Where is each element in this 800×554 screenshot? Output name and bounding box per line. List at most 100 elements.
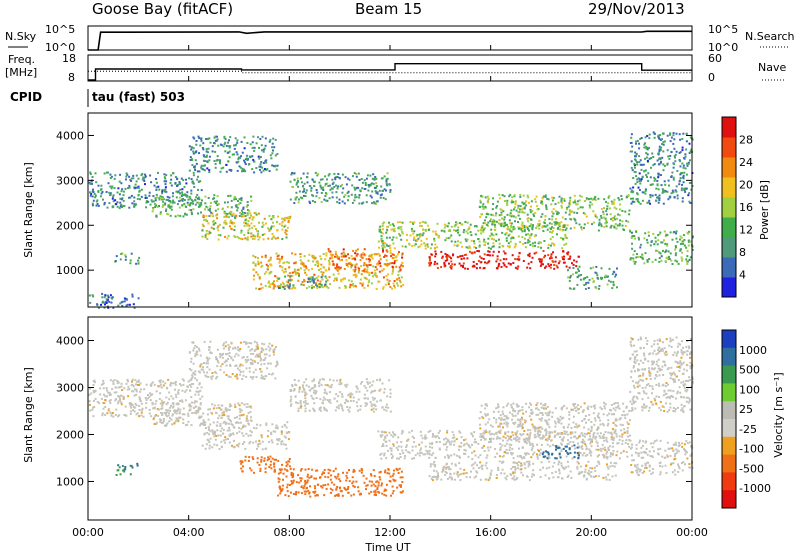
- power-cell: [161, 192, 164, 195]
- power-cell: [231, 214, 234, 217]
- power-cell: [388, 221, 390, 224]
- power-cell: [681, 197, 684, 200]
- power-cell: [492, 245, 495, 248]
- power-cell: [480, 232, 483, 235]
- power-cell: [396, 221, 399, 224]
- velocity-cell: [239, 341, 242, 344]
- power-cell: [291, 252, 294, 255]
- power-cell: [597, 277, 600, 280]
- power-cell: [159, 195, 162, 198]
- velocity-cell: [268, 440, 271, 443]
- power-cell: [370, 196, 373, 199]
- power-cell: [631, 169, 634, 172]
- power-cell: [365, 258, 368, 261]
- velocity-cell: [349, 400, 352, 402]
- velocity-cell: [424, 437, 427, 440]
- power-cell: [337, 272, 340, 275]
- velocity-cell: [109, 379, 112, 382]
- velocity-cell: [112, 415, 115, 418]
- velocity-cell: [159, 383, 162, 386]
- power-cell: [295, 272, 298, 274]
- power-cell: [495, 260, 498, 263]
- power-cell: [197, 188, 199, 191]
- velocity-cell: [370, 405, 373, 408]
- velocity-cell: [233, 416, 236, 419]
- power-cell: [365, 270, 368, 273]
- velocity-cell: [207, 418, 210, 421]
- velocity-cell: [155, 421, 158, 424]
- power-cell: [97, 184, 100, 187]
- power-ytick-label-3: 4000: [56, 129, 84, 142]
- velocity-cell: [151, 381, 154, 384]
- power-cell: [675, 185, 678, 188]
- power-cell: [120, 203, 123, 206]
- velocity-cell: [265, 447, 268, 450]
- power-cell: [255, 271, 258, 274]
- power-cell: [604, 222, 607, 225]
- velocity-cell: [574, 447, 576, 450]
- power-cell: [305, 267, 308, 270]
- velocity-cell: [300, 477, 303, 480]
- power-cell: [548, 222, 551, 225]
- power-cell: [297, 272, 299, 275]
- power-cell: [561, 247, 564, 250]
- velocity-cell: [424, 436, 426, 439]
- power-cell: [675, 132, 678, 135]
- power-cell: [298, 274, 300, 277]
- velocity-cell: [420, 434, 423, 437]
- power-cell: [338, 202, 341, 205]
- velocity-cell: [384, 437, 387, 440]
- power-cell: [358, 267, 361, 270]
- power-cell: [419, 234, 422, 237]
- power-cell: [350, 280, 353, 283]
- power-cell: [257, 273, 259, 276]
- power-cell: [463, 257, 466, 260]
- velocity-cell: [139, 399, 142, 402]
- power-cell: [689, 202, 692, 204]
- power-cell: [589, 267, 592, 270]
- power-cell: [165, 180, 168, 183]
- velocity-cell: [374, 405, 377, 408]
- velocity-cell: [309, 389, 312, 392]
- power-cell: [96, 303, 99, 306]
- power-cell: [230, 210, 233, 213]
- power-cell: [325, 199, 328, 202]
- velocity-cell: [537, 434, 540, 437]
- power-cell: [632, 260, 635, 263]
- velocity-cell: [286, 469, 289, 472]
- power-cell: [683, 171, 686, 174]
- power-cell: [345, 183, 348, 186]
- power-cell: [354, 264, 357, 267]
- velocity-cell: [117, 402, 120, 405]
- power-cell: [687, 194, 690, 197]
- velocity-cell: [371, 384, 374, 387]
- power-cell: [600, 278, 603, 281]
- velocity-cell: [199, 424, 202, 427]
- velocity-cell: [167, 378, 170, 381]
- power-cell: [399, 234, 402, 237]
- power-cell: [552, 251, 554, 254]
- power-cell: [572, 267, 575, 269]
- power-cell: [227, 195, 230, 197]
- velocity-cell: [246, 356, 249, 358]
- velocity-cell: [590, 445, 593, 448]
- power-cell: [253, 274, 255, 277]
- power-cell: [214, 209, 217, 212]
- power-cell: [437, 236, 440, 239]
- power-cell: [515, 209, 518, 212]
- velocity-cell: [242, 434, 245, 437]
- velocity-cell: [581, 447, 584, 450]
- power-cell: [271, 146, 273, 149]
- power-cell: [109, 177, 112, 179]
- velocity-cell: [158, 379, 161, 382]
- power-cell: [679, 173, 682, 176]
- velocity-cell: [351, 393, 354, 396]
- power-cell: [344, 255, 347, 258]
- velocity-cell: [313, 378, 316, 381]
- power-cell: [568, 203, 571, 206]
- power-cell: [510, 199, 513, 202]
- power-cell: [281, 238, 284, 240]
- power-cell: [265, 263, 268, 266]
- power-cell: [400, 276, 403, 279]
- power-cell: [606, 207, 609, 210]
